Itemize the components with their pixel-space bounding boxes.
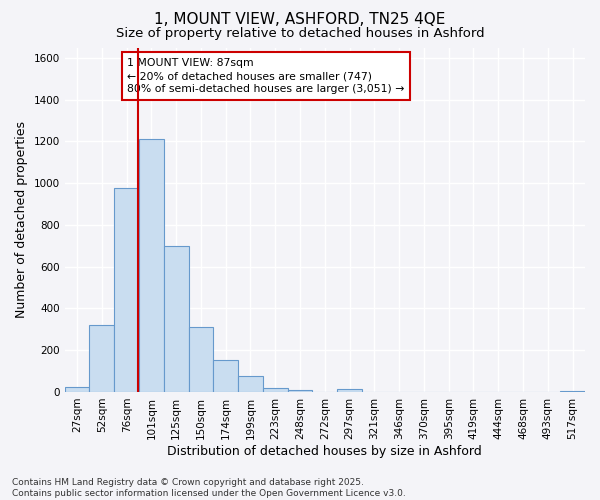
Text: Size of property relative to detached houses in Ashford: Size of property relative to detached ho… — [116, 28, 484, 40]
Bar — [188, 327, 214, 392]
Bar — [114, 188, 139, 392]
Text: Contains HM Land Registry data © Crown copyright and database right 2025.
Contai: Contains HM Land Registry data © Crown c… — [12, 478, 406, 498]
Bar — [263, 388, 287, 392]
Bar — [164, 246, 188, 392]
X-axis label: Distribution of detached houses by size in Ashford: Distribution of detached houses by size … — [167, 444, 482, 458]
Bar — [139, 140, 164, 392]
Bar — [337, 390, 362, 392]
Bar — [560, 391, 585, 392]
Text: 1 MOUNT VIEW: 87sqm
← 20% of detached houses are smaller (747)
80% of semi-detac: 1 MOUNT VIEW: 87sqm ← 20% of detached ho… — [127, 58, 404, 94]
Bar — [65, 386, 89, 392]
Bar — [287, 390, 313, 392]
Bar — [89, 325, 114, 392]
Bar — [238, 376, 263, 392]
Y-axis label: Number of detached properties: Number of detached properties — [15, 121, 28, 318]
Bar — [214, 360, 238, 392]
Text: 1, MOUNT VIEW, ASHFORD, TN25 4QE: 1, MOUNT VIEW, ASHFORD, TN25 4QE — [154, 12, 446, 28]
